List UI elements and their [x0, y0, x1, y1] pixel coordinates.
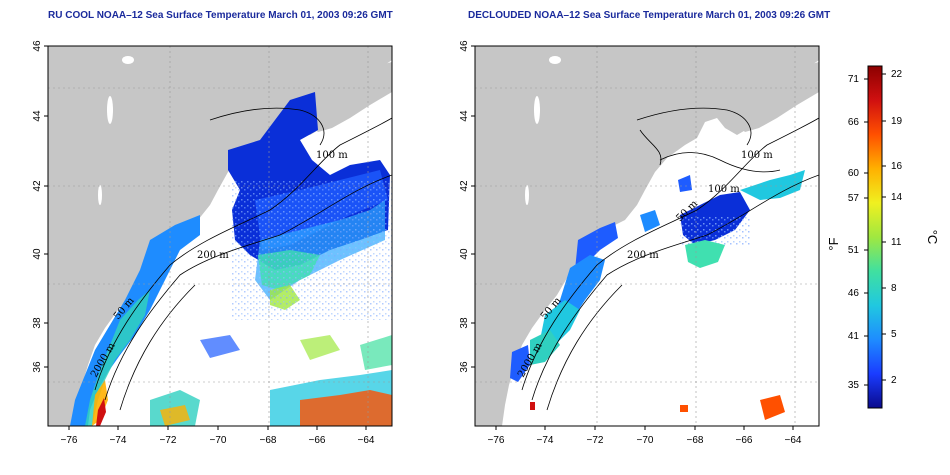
celsius-tick-label: 16	[891, 161, 903, 172]
lake	[122, 56, 134, 64]
fahrenheit-tick-label: 35	[848, 380, 860, 391]
right-map-title: DECLOUDED NOAA–12 Sea Surface Temperatur…	[468, 10, 831, 21]
fahrenheit-tick-label: 66	[848, 117, 860, 128]
right-map-ticks: −76 −74 −72 −70 −68 −66 −64 46 44 42 40 38 36	[459, 40, 802, 446]
lake	[98, 185, 102, 205]
y-tick-label: 46	[459, 40, 470, 52]
y-tick-label: 46	[32, 40, 43, 52]
x-tick-label: −76	[488, 435, 505, 446]
left-map: 100 m 200 m 50 m 2000 m −76 −74 −72 −70 −68−…	[32, 40, 393, 446]
x-tick-label: −68	[687, 435, 704, 446]
x-tick-label: −66	[309, 435, 326, 446]
y-tick-label: 36	[459, 361, 470, 373]
x-tick-label: −72	[587, 435, 604, 446]
contour-label: 100 m	[316, 150, 348, 161]
x-tick-label: −64	[785, 435, 802, 446]
colorbar-bar	[867, 65, 883, 409]
grid	[48, 46, 392, 426]
sst-data	[70, 92, 392, 426]
x-tick-label: −70	[210, 435, 227, 446]
fahrenheit-tick-label: 41	[848, 331, 860, 342]
fahrenheit-tick-label: 46	[848, 288, 860, 299]
contour-label: 100 m	[741, 150, 773, 161]
y-tick-label: 44	[459, 110, 470, 122]
y-tick-label: 44	[32, 110, 43, 122]
fahrenheit-label: °F	[826, 237, 841, 250]
fahrenheit-tick-label: 60	[848, 168, 860, 179]
y-tick-label: 38	[32, 317, 43, 329]
grid	[475, 46, 819, 426]
y-tick-label: 38	[459, 317, 470, 329]
x-tick-label: −74	[537, 435, 554, 446]
sst-data	[510, 170, 805, 420]
lake	[549, 56, 561, 64]
y-tick-label: 42	[459, 180, 470, 192]
x-tick-label: −64	[358, 435, 375, 446]
nova-scotia	[300, 62, 392, 132]
nova-scotia	[727, 62, 819, 132]
celsius-tick-label: 5	[891, 329, 897, 340]
x-tick-label: −76	[61, 435, 78, 446]
lake	[534, 96, 540, 124]
bathymetry-contours	[94, 107, 392, 411]
y-tick-label: 40	[459, 248, 470, 260]
bathymetry-contours	[521, 107, 819, 411]
colorbar-ticks: 71 66 60 57 51 46 41 35 22 19 16 14 11 8 5 2	[848, 69, 903, 391]
x-tick-label: −74	[110, 435, 127, 446]
celsius-tick-label: 14	[891, 192, 903, 203]
lake	[525, 185, 529, 205]
right-map-frame	[474, 45, 820, 427]
celsius-tick-label: 19	[891, 116, 903, 127]
y-tick-label: 42	[32, 180, 43, 192]
celsius-tick-label: 22	[891, 69, 903, 80]
celsius-tick-label: 2	[891, 375, 897, 386]
contour-label: 100 m	[708, 184, 740, 195]
contour-label: 200 m	[627, 250, 659, 261]
y-tick-label: 36	[32, 361, 43, 373]
right-map: 100 m 100 m 200 m 50 m 50 m 2000 m −76 −7…	[459, 40, 820, 446]
lake	[107, 96, 113, 124]
celsius-tick-label: 11	[891, 237, 902, 248]
celsius-tick-label: 8	[891, 283, 897, 294]
fahrenheit-tick-label: 57	[848, 193, 860, 204]
x-tick-label: −66	[736, 435, 753, 446]
x-tick-label: −72	[160, 435, 177, 446]
celsius-label: °C	[925, 230, 940, 245]
x-tick-label: −70	[637, 435, 654, 446]
x-tick-label: −68	[260, 435, 277, 446]
land-mass	[475, 46, 819, 426]
left-map-frame	[47, 45, 393, 427]
left-map-ticks: −76 −74 −72 −70 −68 −66 −64 46 44 42 40 38 36	[32, 40, 375, 446]
y-tick-label: 40	[32, 248, 43, 260]
fahrenheit-tick-label: 71	[848, 74, 860, 85]
land-mass	[48, 46, 392, 426]
fahrenheit-tick-label: 51	[848, 245, 860, 256]
left-map-title: RU COOL NOAA–12 Sea Surface Temperature …	[48, 10, 393, 21]
colorbar: 71 66 60 57 51 46 41 35 22 19 16 14 11 8 5 2 °F °C	[826, 65, 940, 409]
contour-label: 200 m	[197, 250, 229, 261]
